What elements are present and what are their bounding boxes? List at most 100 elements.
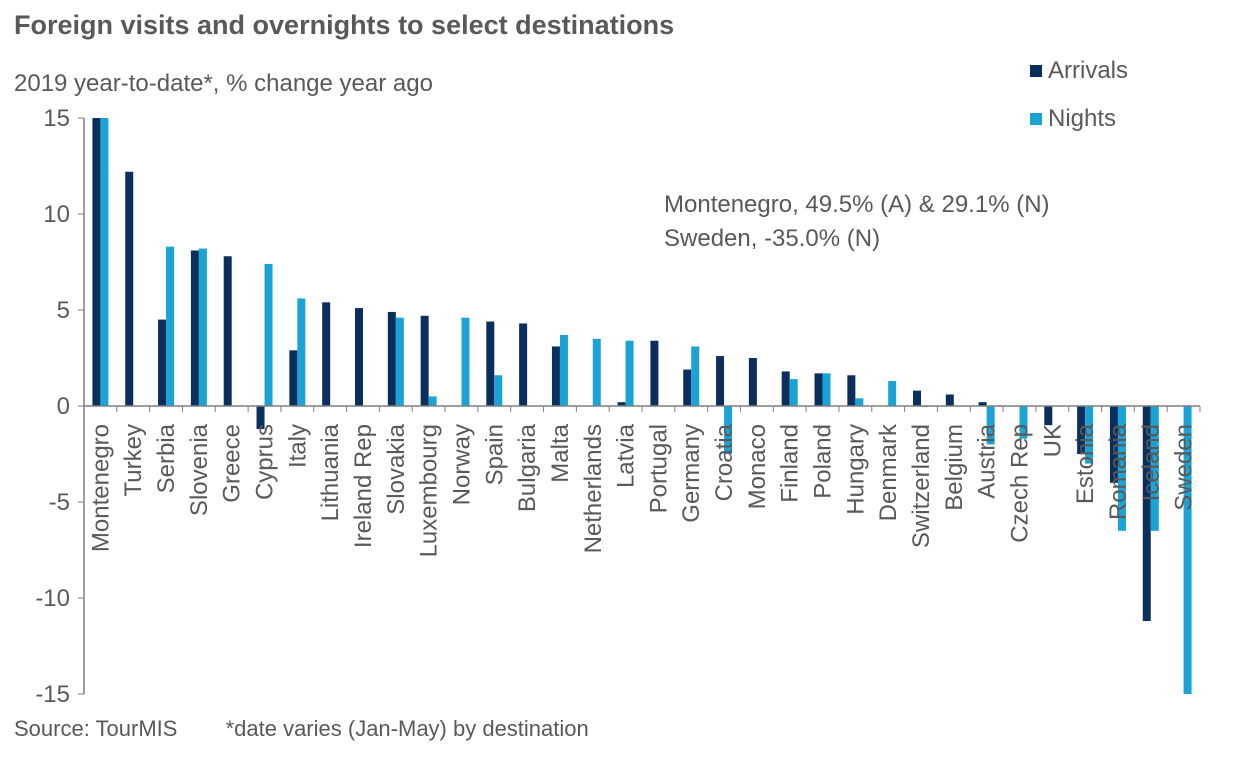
bar-arrivals-monaco	[748, 358, 757, 406]
x-tick-label-ireland-rep: Ireland Rep	[350, 424, 377, 548]
bar-arrivals-romania	[1109, 406, 1118, 483]
bar-nights-germany	[691, 346, 700, 406]
bar-nights-denmark	[888, 381, 897, 406]
bar-nights-croatia	[724, 406, 733, 454]
y-tick-label: -15	[35, 681, 70, 708]
bar-nights-iceland	[1150, 406, 1159, 531]
chart-footer: Source: TourMIS *date varies (Jan-May) b…	[14, 716, 589, 742]
bar-nights-spain	[494, 375, 503, 406]
bar-nights-romania	[1117, 406, 1126, 531]
legend-label-arrivals: Arrivals	[1048, 57, 1129, 84]
bar-nights-slovakia	[395, 317, 404, 406]
bar-arrivals-montenegro	[92, 118, 101, 406]
x-tick-label-italy: Italy	[284, 424, 311, 468]
x-tick-label-switzerland: Switzerland	[908, 424, 935, 548]
x-tick-label-latvia: Latvia	[613, 423, 640, 488]
bar-arrivals-italy	[289, 350, 298, 406]
x-tick-label-netherlands: Netherlands	[580, 424, 607, 553]
bar-arrivals-ireland-rep	[355, 308, 363, 406]
x-tick-label-malta: Malta	[547, 423, 574, 482]
chart-title: Foreign visits and overnights to select …	[14, 10, 675, 40]
bar-arrivals-turkey	[125, 171, 134, 406]
bar-nights-cyprus	[264, 263, 273, 406]
bar-nights-luxembourg	[428, 396, 437, 406]
bar-arrivals-iceland	[1142, 406, 1151, 622]
bar-nights-poland	[822, 373, 831, 406]
bar-arrivals-lithuania	[322, 302, 331, 406]
bar-arrivals-poland	[814, 373, 823, 406]
x-tick-label-poland: Poland	[810, 424, 837, 499]
bar-nights-netherlands	[592, 338, 601, 406]
legend-swatch-nights	[1030, 113, 1042, 125]
x-tick-label-hungary: Hungary	[842, 424, 869, 515]
x-tick-label-finland: Finland	[777, 424, 804, 503]
x-tick-label-montenegro: Montenegro	[87, 424, 114, 552]
bar-nights-italy	[297, 298, 306, 406]
bar-nights-czech-rep	[1019, 406, 1028, 439]
x-tick-label-portugal: Portugal	[645, 424, 672, 513]
bar-arrivals-latvia	[617, 402, 626, 406]
bar-nights-slovenia	[198, 248, 207, 406]
bar-arrivals-switzerland	[913, 390, 921, 406]
y-tick-labels: 15 10 5 0 -5 -10 -15	[35, 105, 70, 708]
x-tick-label-romania: Romania	[1105, 423, 1132, 520]
bar-arrivals-estonia	[1077, 406, 1086, 454]
source-note: Source: TourMIS	[14, 716, 178, 741]
bars-group	[92, 118, 1192, 694]
bar-nights-serbia	[166, 246, 175, 406]
annotation-line-2: Sweden, -35.0% (N)	[664, 225, 881, 252]
bar-nights-austria	[986, 406, 995, 445]
bar-arrivals-belgium	[945, 394, 954, 406]
x-tick-label-slovakia: Slovakia	[383, 423, 410, 514]
x-tick-label-turkey: Turkey	[120, 424, 147, 496]
bar-arrivals-cyprus	[256, 406, 265, 430]
legend-item-arrivals: Arrivals	[1030, 56, 1128, 86]
bar-nights-hungary	[855, 398, 864, 406]
bar-nights-estonia	[1085, 406, 1094, 464]
x-tick-label-iceland: Iceland	[1138, 424, 1165, 501]
x-tick-label-uk: UK	[1039, 424, 1066, 457]
bar-nights-latvia	[625, 340, 634, 406]
bar-arrivals-spain	[486, 321, 495, 406]
y-tick-label: 15	[43, 105, 70, 132]
x-tick-label-lithuania: Lithuania	[317, 423, 344, 521]
bar-arrivals-germany	[683, 369, 692, 406]
bar-arrivals-serbia	[158, 319, 167, 406]
bar-arrivals-slovenia	[190, 250, 199, 406]
chart-annotation: Montenegro, 49.5% (A) & 29.1% (N) Sweden…	[664, 188, 1050, 256]
x-tick-label-czech-rep: Czech Rep	[1006, 424, 1033, 543]
axes-group	[78, 117, 1201, 695]
x-tick-label-austria: Austria	[974, 423, 1001, 498]
bar-arrivals-malta	[551, 346, 560, 406]
bar-nights-montenegro	[100, 118, 109, 406]
bar-nights-sweden	[1183, 406, 1192, 694]
bar-arrivals-austria	[978, 402, 987, 406]
y-tick-label: 10	[43, 201, 70, 228]
y-tick-label: 0	[57, 393, 70, 420]
x-tick-label-luxembourg: Luxembourg	[416, 424, 443, 557]
bar-arrivals-greece	[223, 256, 232, 406]
bar-arrivals-croatia	[716, 356, 725, 406]
x-tick-label-croatia: Croatia	[711, 423, 738, 501]
x-tick-label-slovenia: Slovenia	[186, 423, 213, 516]
x-tick-labels: Montenegro Turkey Serbia Slovenia Greece Cypr…	[87, 423, 1197, 557]
annotation-line-1: Montenegro, 49.5% (A) & 29.1% (N)	[664, 191, 1050, 218]
bar-arrivals-bulgaria	[519, 323, 528, 406]
x-tick-label-monaco: Monaco	[744, 424, 771, 509]
x-tick-label-greece: Greece	[219, 424, 246, 503]
x-tick-label-bulgaria: Bulgaria	[514, 423, 541, 512]
bar-arrivals-finland	[781, 371, 790, 406]
x-tick-label-norway: Norway	[448, 424, 475, 505]
x-tick-label-sweden: Sweden	[1171, 424, 1198, 511]
x-tick-label-cyprus: Cyprus	[252, 424, 279, 500]
x-tick-label-germany: Germany	[678, 424, 705, 523]
legend-label-nights: Nights	[1048, 105, 1117, 132]
legend-item-nights: Nights	[1030, 104, 1116, 134]
y-tick-label: 5	[57, 297, 70, 324]
bar-arrivals-uk	[1044, 406, 1053, 426]
x-tick-label-serbia: Serbia	[153, 423, 180, 493]
y-tick-label: -10	[35, 585, 70, 612]
x-tick-label-denmark: Denmark	[875, 423, 902, 521]
bar-nights-malta	[559, 334, 568, 406]
